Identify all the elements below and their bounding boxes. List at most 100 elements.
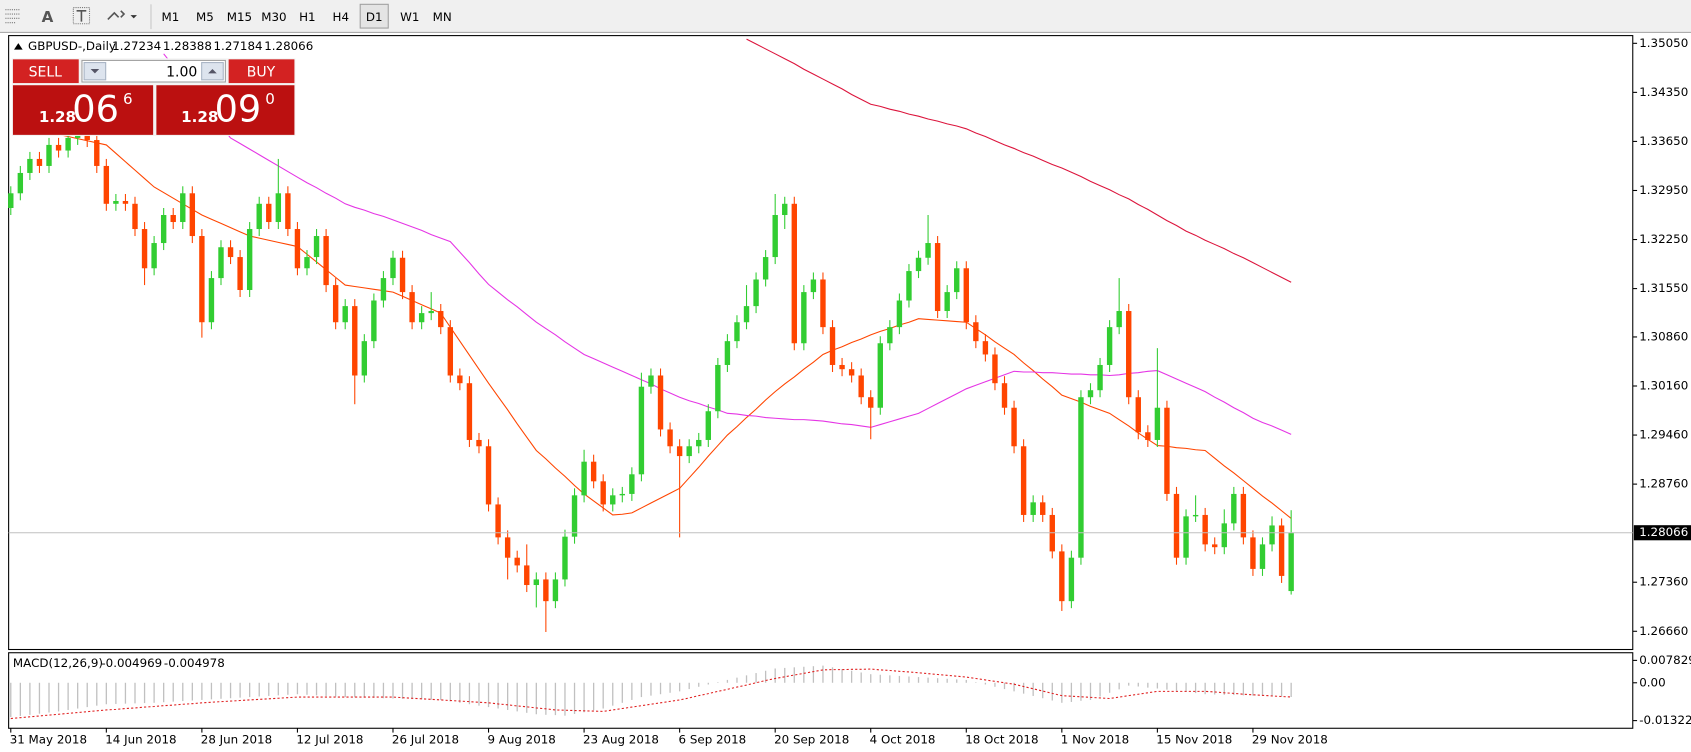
macd-bar	[191, 682, 193, 701]
y-tick-label: 1.26660	[1639, 624, 1688, 638]
y-tick-label: 1.31550	[1639, 281, 1688, 295]
candle-body	[1240, 493, 1247, 538]
sell-price-box[interactable]	[12, 85, 154, 135]
macd-bar	[306, 682, 308, 695]
timeframe-button[interactable]: H1	[299, 10, 315, 24]
candle-body	[399, 257, 406, 293]
candle-body	[973, 322, 979, 342]
x-tick-label: 31 May 2018	[10, 733, 87, 747]
buy-button[interactable]	[228, 59, 295, 84]
macd-bar	[1080, 682, 1082, 701]
candle-body	[151, 243, 157, 269]
timeframe-button[interactable]: H4	[333, 10, 349, 24]
x-tick-label: 6 Sep 2018	[679, 733, 747, 747]
macd-bar	[526, 682, 528, 713]
candle-body	[1202, 514, 1208, 545]
macd-bar	[564, 682, 566, 716]
candle-body	[934, 243, 941, 312]
volume-field[interactable]	[81, 59, 226, 83]
sell-button[interactable]	[12, 59, 79, 84]
timeframe-button[interactable]: M30	[261, 10, 286, 24]
sell-price-fraction: 6	[123, 90, 133, 108]
macd-bar	[29, 682, 31, 715]
candle-body	[409, 292, 415, 323]
macd-bar	[382, 682, 385, 699]
candle-body	[390, 257, 396, 279]
candle-body	[246, 229, 253, 290]
ohlc-value: 1.28066	[264, 39, 313, 53]
timeframe-button[interactable]: M5	[196, 10, 214, 24]
candle-body	[504, 537, 511, 558]
candle-body	[1192, 514, 1199, 517]
macd-bar	[468, 682, 471, 705]
signal-line	[10, 668, 1292, 720]
macd-bar	[936, 678, 939, 683]
timeframe-button[interactable]: M1	[162, 10, 180, 24]
down-arrow	[90, 69, 100, 74]
macd-bar	[105, 682, 107, 705]
macd-bar	[239, 682, 241, 698]
candle-body	[1135, 397, 1141, 433]
text-tool[interactable]: A	[42, 8, 54, 26]
candle-body	[170, 215, 176, 223]
buy-price-box[interactable]	[156, 85, 295, 135]
y-tick-label: 1.29460	[1639, 428, 1688, 442]
candle-body	[46, 144, 52, 166]
candle-body	[877, 343, 883, 408]
x-tick-label: 28 Jun 2018	[201, 733, 272, 747]
x-tick-label: 26 Jul 2018	[392, 733, 459, 747]
macd-bar	[1156, 682, 1159, 689]
macd-bar	[650, 682, 652, 696]
y-tick-label: 1.34350	[1639, 85, 1688, 99]
macd-bar	[545, 682, 547, 715]
candle-body	[1040, 502, 1046, 515]
macd-bar	[573, 682, 576, 714]
macd-bar	[325, 682, 327, 696]
price-panel	[8, 35, 1634, 651]
macd-bar	[1280, 682, 1283, 697]
candle-body	[734, 322, 740, 342]
candle-body	[304, 257, 310, 269]
timeframe-button[interactable]: M15	[227, 10, 252, 24]
macd-bar	[287, 682, 289, 695]
timeframe-button[interactable]: W1	[400, 10, 419, 24]
macd-bar	[1051, 682, 1053, 701]
candle-body	[476, 439, 482, 447]
macd-bar	[1089, 682, 1092, 700]
macd-bar	[669, 682, 671, 693]
candle-body	[313, 236, 320, 258]
macd-bar	[124, 682, 127, 704]
title-marker	[14, 43, 23, 50]
macd-title: MACD(12,26,9)	[13, 656, 103, 670]
candle-body	[1068, 557, 1075, 602]
macd-bar	[77, 682, 79, 709]
macd-bar	[717, 682, 719, 683]
grid-tool-icon[interactable]	[5, 9, 21, 24]
candle-body	[8, 193, 14, 209]
macd-bar	[994, 682, 996, 687]
candle-body	[94, 140, 100, 166]
sell-label[interactable]: SELL	[29, 64, 63, 80]
arrows-tool[interactable]	[107, 10, 137, 20]
timeframe-button[interactable]: D1	[366, 10, 383, 24]
candle-body	[1269, 525, 1275, 545]
volume-value[interactable]: 1.00	[166, 64, 197, 80]
candle-body	[562, 536, 568, 580]
candle-body	[132, 203, 138, 230]
candle-body	[189, 193, 196, 237]
candle-body	[925, 243, 931, 258]
macd-bar	[57, 682, 60, 712]
candle-body	[1154, 407, 1161, 440]
macd-bar	[249, 682, 251, 698]
macd-bar	[163, 682, 165, 703]
macd-bar	[1118, 682, 1120, 690]
macd-bar	[134, 682, 136, 704]
text-label-tool[interactable]	[72, 7, 91, 25]
timeframe-button[interactable]: MN	[433, 10, 452, 24]
buy-label[interactable]: BUY	[247, 64, 276, 80]
macd-bar	[1175, 682, 1178, 691]
macd-bar	[67, 682, 69, 710]
macd-bar	[363, 682, 365, 698]
macd-bar	[1128, 682, 1130, 686]
